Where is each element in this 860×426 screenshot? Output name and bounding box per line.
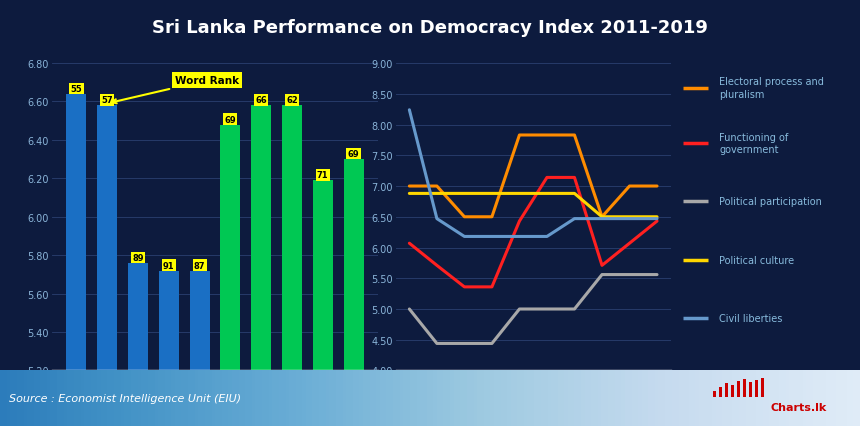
Text: 62: 62: [286, 96, 298, 105]
Text: Civil liberties: Civil liberties: [719, 314, 783, 323]
Bar: [128, 263, 148, 371]
Bar: [749, 382, 752, 397]
Text: 71: 71: [317, 171, 329, 180]
Bar: [313, 181, 333, 371]
Bar: [282, 106, 302, 371]
Text: 87: 87: [194, 261, 206, 270]
Text: 66: 66: [255, 96, 267, 105]
Text: Electoral process and
pluralism: Electoral process and pluralism: [719, 77, 824, 100]
Text: Functioning of
government: Functioning of government: [719, 132, 789, 155]
Text: Charts.lk: Charts.lk: [771, 402, 827, 412]
Text: Political participation: Political participation: [719, 197, 822, 207]
Text: 91: 91: [163, 261, 175, 270]
Bar: [755, 380, 759, 397]
Bar: [251, 106, 271, 371]
Text: 57: 57: [101, 96, 113, 105]
Bar: [719, 387, 722, 397]
Bar: [712, 391, 716, 397]
Bar: [731, 385, 734, 397]
Bar: [743, 379, 746, 397]
Bar: [220, 125, 241, 371]
Text: 69: 69: [224, 115, 237, 124]
Text: 69: 69: [347, 150, 359, 159]
Text: Political culture: Political culture: [719, 255, 795, 265]
Bar: [725, 383, 728, 397]
Bar: [737, 381, 740, 397]
Bar: [97, 106, 117, 371]
Text: Source : Economist Intelligence Unit (EIU): Source : Economist Intelligence Unit (EI…: [9, 393, 241, 403]
Bar: [761, 378, 765, 397]
Bar: [189, 271, 210, 371]
Text: 89: 89: [132, 253, 144, 262]
Text: Word Rank: Word Rank: [112, 76, 239, 104]
Bar: [66, 95, 87, 371]
Bar: [343, 160, 364, 371]
Text: 55: 55: [71, 85, 83, 94]
Text: Sri Lanka Performance on Democracy Index 2011-2019: Sri Lanka Performance on Democracy Index…: [152, 19, 708, 37]
Bar: [159, 271, 179, 371]
